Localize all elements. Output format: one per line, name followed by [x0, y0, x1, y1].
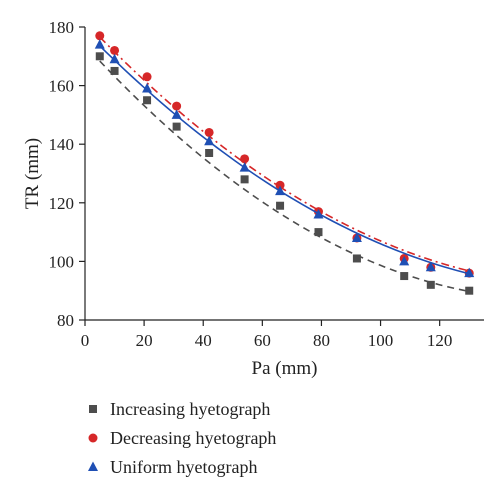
data-point: [205, 148, 214, 157]
plot-area: [94, 31, 475, 295]
x-tick-label: 40: [195, 331, 212, 350]
data-point: [204, 127, 214, 137]
x-tick-label: 100: [368, 331, 394, 350]
data-point: [314, 228, 323, 237]
legend-item: Uniform hyetograph: [88, 457, 257, 477]
y-tick-label: 180: [49, 18, 75, 37]
data-point: [143, 96, 152, 105]
data-point: [399, 255, 410, 266]
data-point: [276, 201, 285, 210]
x-tick-label: 80: [313, 331, 330, 350]
series-fit-line: [99, 36, 470, 272]
data-point: [465, 286, 474, 295]
axes: 0 20 40 60 80 100 120 80 100 120 140 160 180: [49, 18, 484, 350]
legend-item: Increasing hyetograph: [89, 399, 270, 419]
y-tick-label: 80: [57, 311, 74, 330]
legend-label: Decreasing hyetograph: [110, 428, 276, 448]
data-point: [351, 232, 362, 242]
x-axis-label: Pa (mm): [252, 358, 318, 379]
x-tick-label: 20: [136, 331, 153, 350]
series-fit-line: [99, 45, 470, 275]
y-tick-label: 140: [49, 135, 75, 154]
data-point: [425, 261, 436, 272]
data-point: [275, 185, 286, 196]
data-point: [109, 53, 120, 64]
legend-label: Increasing hyetograph: [110, 399, 270, 419]
data-point: [110, 45, 120, 55]
legend-marker: [89, 405, 97, 413]
data-point: [94, 39, 105, 49]
series-1: [95, 31, 474, 278]
data-point: [240, 175, 249, 184]
legend: Increasing hyetograph Decreasing hyetogra…: [88, 399, 276, 477]
data-point: [275, 180, 285, 190]
data-point: [240, 154, 250, 164]
data-point: [95, 31, 105, 41]
data-point: [352, 254, 361, 263]
y-axis-label: TR (mm): [22, 138, 43, 209]
legend-item: Decreasing hyetograph: [88, 428, 276, 448]
data-point: [464, 267, 475, 278]
series-0: [95, 52, 474, 295]
y-tick-label: 160: [49, 77, 75, 96]
data-point: [313, 209, 324, 219]
data-point: [239, 162, 250, 172]
y-tick-label: 120: [49, 194, 75, 213]
data-point: [400, 272, 409, 281]
x-tick-label: 60: [254, 331, 271, 350]
series-2: [94, 39, 475, 278]
x-tick-label: 120: [427, 331, 453, 350]
data-point: [95, 52, 104, 61]
data-point: [142, 83, 153, 93]
data-point: [426, 280, 435, 289]
x-tick-label: 0: [81, 331, 90, 350]
data-point: [172, 122, 181, 131]
data-point: [142, 72, 152, 82]
legend-label: Uniform hyetograph: [110, 457, 257, 477]
data-point: [204, 135, 215, 146]
y-tick-label: 100: [49, 252, 75, 271]
data-point: [172, 101, 182, 111]
legend-marker: [88, 433, 98, 443]
data-point: [110, 66, 119, 75]
legend-marker: [88, 461, 98, 471]
data-point: [171, 109, 182, 119]
